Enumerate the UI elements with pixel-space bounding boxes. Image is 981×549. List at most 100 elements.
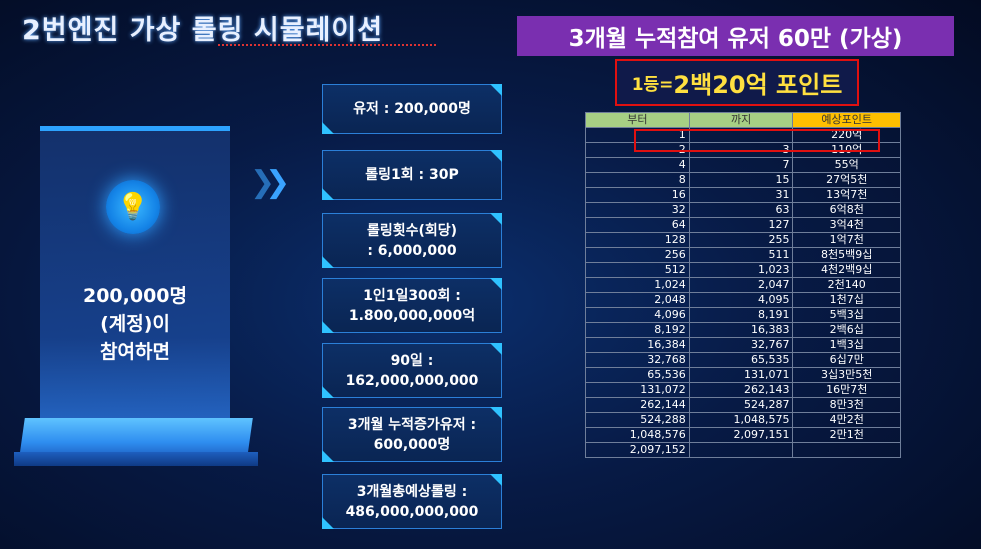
info-line: 600,000명: [373, 436, 451, 453]
cell-from: 8: [585, 172, 690, 188]
table-row: 524,288 1,048,575 4만2천: [585, 412, 901, 428]
cell-from: 32,768: [585, 352, 690, 368]
table-row: 128 255 1억7천: [585, 232, 901, 248]
table-row: 32 63 6억8천: [585, 202, 901, 218]
cell-points: 2만1천: [792, 427, 901, 443]
cell-to: 1,048,575: [688, 412, 794, 428]
table-row: 1,048,576 2,097,151 2만1천: [585, 427, 901, 443]
table-row: 1 220억: [585, 127, 901, 143]
cell-to: 255: [688, 232, 794, 248]
table-row: 262,144 524,287 8만3천: [585, 397, 901, 413]
col-header-to: 까지: [688, 112, 794, 128]
cell-to: 2,097,151: [688, 427, 794, 443]
cell-points: 8만3천: [792, 397, 901, 413]
cell-from: 512: [585, 262, 690, 278]
cell-from: 4,096: [585, 307, 690, 323]
table-row: 32,768 65,535 6십7만: [585, 352, 901, 368]
participants-count: 200,000명: [82, 285, 188, 307]
info-line: 유저 : 200,000명: [353, 101, 471, 117]
cell-to: 127: [688, 217, 794, 233]
cell-to: 15: [688, 172, 794, 188]
cell-to: 32,767: [688, 337, 794, 353]
cell-points: 6십7만: [792, 352, 901, 368]
table-header-row: 부터 까지 예상포인트: [585, 112, 901, 128]
cell-from: 8,192: [585, 322, 690, 338]
cell-from: 65,536: [585, 367, 690, 383]
prize-amount: 2백20억 포인트: [673, 71, 843, 99]
cell-from: 256: [585, 247, 690, 263]
participants-condition: 참여하면: [100, 341, 170, 363]
prize-table: 부터 까지 예상포인트 1 220억 2 3 110억 4 7 55억 8 15 27억5천 16 31…: [585, 112, 901, 458]
cell-to: 8,191: [688, 307, 794, 323]
cell-to: 1,023: [688, 262, 794, 278]
info-box-total-rolling: 3개월총예상롤링 : 486,000,000,000: [322, 474, 502, 529]
info-line: 3개월 누적증가유저 :: [347, 416, 477, 433]
spellcheck-underline: [218, 44, 436, 46]
table-row: 4 7 55억: [585, 157, 901, 173]
info-line: 90일 :: [390, 352, 434, 369]
info-line: 롤링1회 : 30P: [365, 167, 459, 183]
info-line: : 6,000,000: [367, 242, 457, 259]
cell-points: 6억8천: [792, 202, 901, 218]
prize-label: 1등=: [631, 75, 674, 95]
info-box-rolling-count: 롤링횟수(회당) : 6,000,000: [322, 213, 502, 268]
cell-points: 8천5백9십: [792, 247, 901, 263]
col-header-from: 부터: [585, 112, 690, 128]
cell-points: 16만7천: [792, 382, 901, 398]
table-row: 2,048 4,095 1천7십: [585, 292, 901, 308]
info-box-daily: 1인1일300회 : 1.800,000,000억: [322, 278, 502, 333]
cell-from: 128: [585, 232, 690, 248]
info-box-users-3m: 3개월 누적증가유저 : 600,000명: [322, 407, 502, 462]
info-line: 1.800,000,000억: [348, 307, 476, 324]
cell-points: 1백3십: [792, 337, 901, 353]
table-row: 1,024 2,047 2천140: [585, 277, 901, 293]
cell-from: 2,097,152: [585, 442, 690, 458]
cell-from: 524,288: [585, 412, 690, 428]
table-row: 4,096 8,191 5백3십: [585, 307, 901, 323]
cell-points: 55억: [792, 157, 901, 173]
cell-from: 131,072: [585, 382, 690, 398]
table-row: 16 31 13억7천: [585, 187, 901, 203]
beam-top-line: [40, 126, 230, 131]
cell-from: 16: [585, 187, 690, 203]
table-row: 131,072 262,143 16만7천: [585, 382, 901, 398]
cell-from: 262,144: [585, 397, 690, 413]
cell-points: 3십3만5천: [792, 367, 901, 383]
cell-to: 4,095: [688, 292, 794, 308]
cell-to: 16,383: [688, 322, 794, 338]
table-row: 8,192 16,383 2백6십: [585, 322, 901, 338]
info-line: 1인1일300회 :: [363, 287, 461, 304]
cell-points: 1천7십: [792, 292, 901, 308]
first-row-highlight: [634, 129, 880, 152]
cell-points: 4천2백9십: [792, 262, 901, 278]
participants-unit: (계정)이: [100, 313, 170, 335]
cell-points: 5백3십: [792, 307, 901, 323]
cell-to: 2,047: [688, 277, 794, 293]
cell-points: 220억: [792, 127, 901, 143]
cell-points: 3억4천: [792, 217, 901, 233]
cell-from: 1,024: [585, 277, 690, 293]
cell-to: 7: [688, 157, 794, 173]
chevron-right-icon: ❯❯: [250, 165, 290, 200]
cell-to: 65,535: [688, 352, 794, 368]
cell-points: 2천140: [792, 277, 901, 293]
cell-from: 32: [585, 202, 690, 218]
lightbulb-icon: 💡: [106, 180, 160, 234]
col-header-points: 예상포인트: [792, 112, 901, 128]
participants-text: 200,000명 (계정)이 참여하면: [40, 282, 230, 366]
table-row: 64 127 3억4천: [585, 217, 901, 233]
cell-from: 2,048: [585, 292, 690, 308]
cell-to: [688, 442, 794, 458]
cell-points: 1억7천: [792, 232, 901, 248]
light-beam-panel: [40, 128, 230, 428]
cell-points: 2백6십: [792, 322, 901, 338]
cell-from: 1,048,576: [585, 427, 690, 443]
info-line: 롤링횟수(회당): [366, 222, 458, 239]
table-row: 8 15 27억5천: [585, 172, 901, 188]
platform-base: [14, 452, 258, 466]
cell-to: 511: [688, 247, 794, 263]
cell-to: 262,143: [688, 382, 794, 398]
info-line: 3개월총예상롤링 :: [356, 483, 468, 500]
table-row: 256 511 8천5백9십: [585, 247, 901, 263]
table-row: 65,536 131,071 3십3만5천: [585, 367, 901, 383]
